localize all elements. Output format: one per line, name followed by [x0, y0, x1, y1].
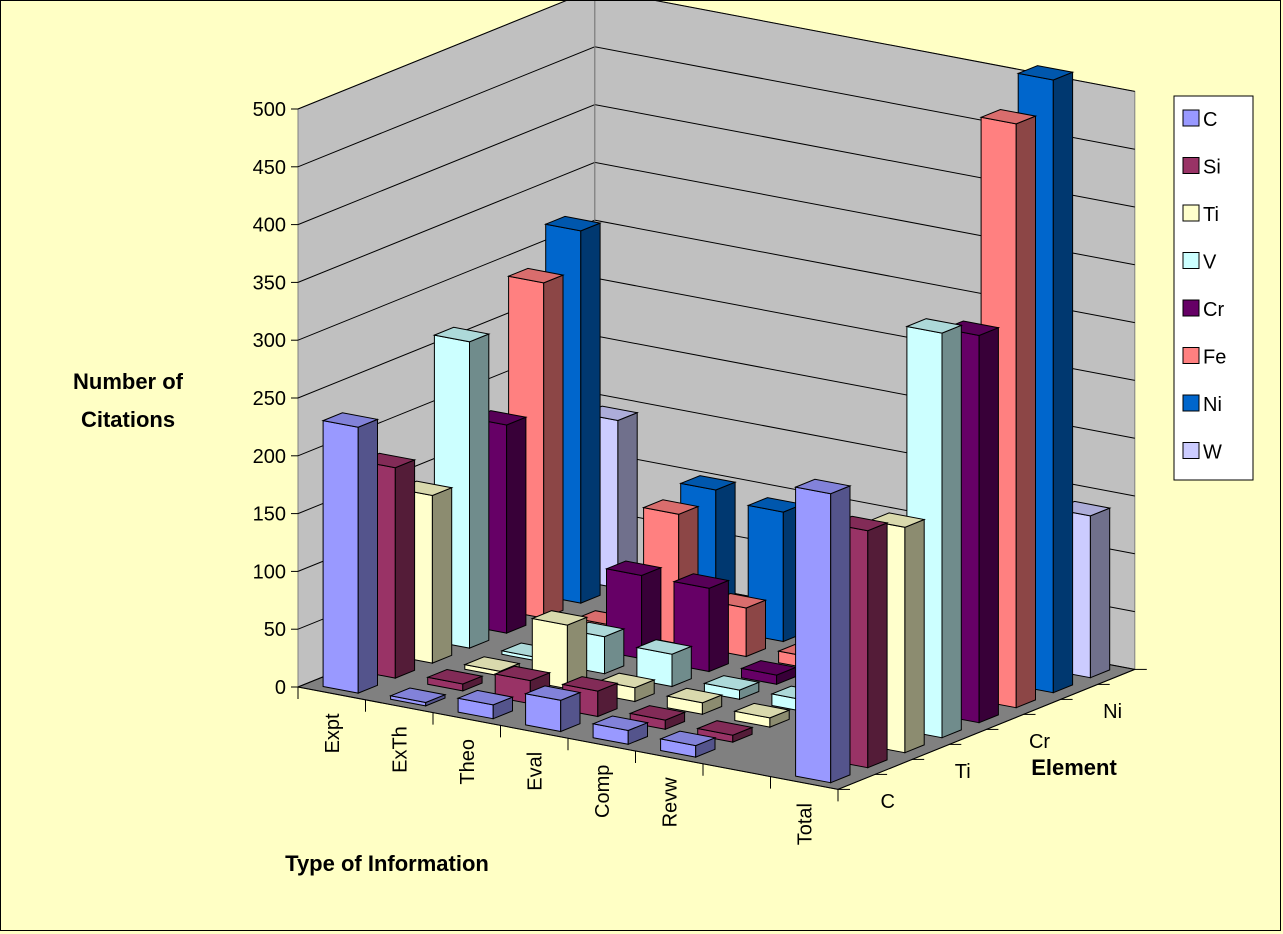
- z-axis-title: Element: [1031, 755, 1117, 780]
- bar-C-Expt: [321, 412, 380, 694]
- x-axis-title: Type of Information: [285, 851, 489, 876]
- bar-C-Theo: [456, 689, 515, 720]
- bar-C-ExTh: [388, 687, 447, 707]
- x-tick-label: Eval: [524, 752, 546, 791]
- bar-Ti-Revw: [733, 702, 791, 728]
- y-tick-label: 300: [253, 330, 286, 352]
- legend: C Si Ti V Cr Fe Ni W: [1173, 95, 1254, 481]
- y-axis-title-line-1: Number of: [73, 369, 184, 394]
- bar-C-Revw: [658, 730, 717, 758]
- legend-swatch: [1182, 347, 1200, 364]
- y-tick-label: 500: [253, 99, 286, 121]
- bar-V-Comp: [702, 675, 761, 701]
- x-tick-label: ExTh: [389, 726, 411, 773]
- legend-label: Fe: [1203, 347, 1226, 369]
- legend-swatch: [1182, 157, 1200, 174]
- x-tick-label: Theo: [457, 739, 479, 785]
- y-tick-label: 100: [253, 561, 286, 583]
- x-tick-label: Total: [794, 803, 816, 845]
- legend-swatch: [1182, 252, 1200, 269]
- legend-swatch: [1182, 204, 1200, 222]
- x-axis-line: [297, 686, 839, 790]
- legend-label: Ni: [1203, 394, 1222, 416]
- x-tick-label: Expt: [322, 713, 344, 753]
- y-tick-label: 150: [253, 504, 286, 526]
- bar-C-Total: [793, 478, 852, 784]
- x-tick-label: Revw: [659, 777, 681, 828]
- legend-swatch: [1182, 394, 1200, 412]
- y-tick-label: 350: [253, 272, 286, 294]
- legend-swatch: [1182, 442, 1200, 459]
- y-tick-label: 0: [275, 677, 286, 699]
- y-tick-label: 250: [253, 388, 286, 410]
- legend-swatch: [1182, 109, 1200, 127]
- z-tick-label: Ti: [955, 761, 971, 783]
- bar-Si-Revw: [695, 720, 754, 743]
- legend-swatch: [1182, 299, 1200, 317]
- bar-C-Comp: [591, 715, 650, 746]
- bar-Si-ExTh: [425, 668, 484, 692]
- y-tick-label: 50: [264, 619, 286, 641]
- legend-label: Si: [1203, 157, 1221, 179]
- legend-label: Ti: [1203, 204, 1219, 226]
- x-tick-label: Comp: [592, 765, 614, 818]
- y-tick-label: 400: [253, 215, 286, 237]
- gridline: [297, 1, 1135, 110]
- z-tick-label: Ni: [1103, 701, 1122, 723]
- y-tick-label: 450: [253, 157, 286, 179]
- bar-C-Eval: [523, 685, 582, 733]
- z-tick-label: Cr: [1029, 731, 1050, 753]
- y-tick-label: 200: [253, 446, 286, 468]
- legend-label: C: [1203, 109, 1217, 131]
- bar-Ti-Comp: [665, 687, 724, 716]
- legend-label: W: [1203, 442, 1222, 464]
- bar-Si-Comp: [628, 705, 687, 731]
- bar-V-Eval: [635, 639, 694, 688]
- y-axis-title-line-2: Citations: [81, 407, 175, 432]
- z-tick-label: C: [881, 791, 895, 813]
- legend-label: Cr: [1203, 299, 1224, 321]
- legend-label: V: [1203, 252, 1217, 274]
